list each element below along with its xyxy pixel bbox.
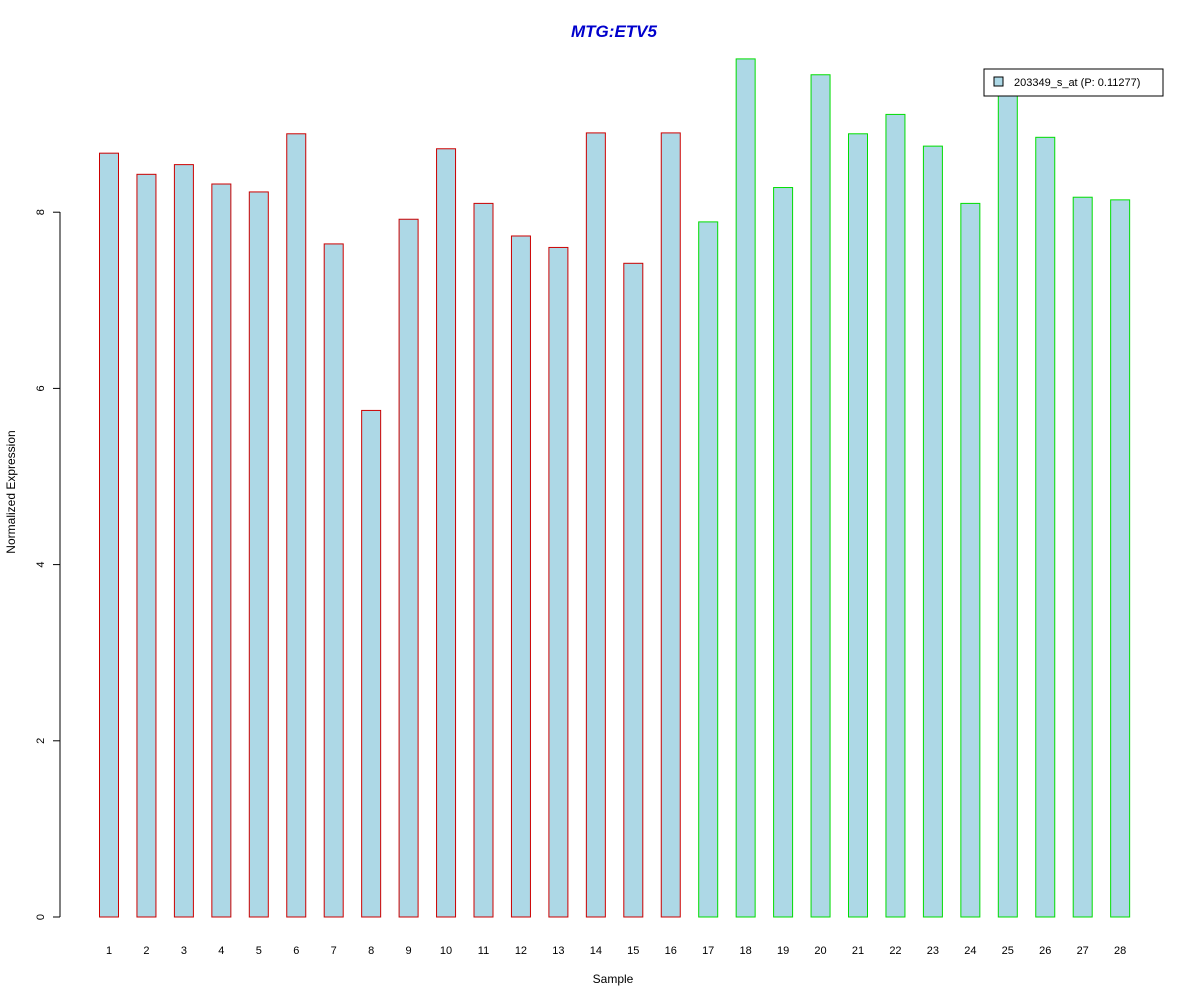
x-tick-label: 5 [256,945,262,957]
x-tick-label: 8 [368,945,374,957]
bar-sample-2 [136,173,157,918]
bar-sample-13 [548,246,569,918]
bar-sample-8 [361,409,382,918]
bar-sample-1 [99,152,119,918]
y-tick-label: 2 [35,738,47,744]
y-tick-label: 4 [35,562,47,568]
x-axis-tick-labels: 1 2 3 4 5 6 7 8 9 10 11 12 13 14 15 16 17 18 19 20 21 22 23 24 2… [106,945,1126,957]
bar-sample-25 [997,86,1018,918]
bar-sample-26 [1035,136,1056,918]
bar-sample-10 [436,148,457,918]
x-tick-label: 3 [181,945,187,957]
bar-sample-18 [735,58,756,918]
bar-sample-5 [248,191,269,918]
bar-sample-22 [885,113,906,918]
x-tick-label: 1 [106,945,112,957]
y-axis-label: Normalized Expression [4,430,18,553]
bar-sample-9 [398,218,419,918]
legend-box [983,68,1164,97]
x-tick-label: 11 [478,945,489,957]
x-tick-label: 21 [852,945,864,957]
bar-sample-27 [1072,196,1093,918]
x-tick-label: 17 [702,945,714,957]
x-tick-label: 13 [552,945,564,957]
x-tick-label: 20 [814,945,826,957]
legend-label: 203349_s_at (P: 0.11277) [1014,77,1140,89]
bar-sample-16 [660,132,681,918]
bar-sample-20 [810,74,831,918]
x-axis-label: Sample [593,972,634,986]
x-tick-label: 22 [889,945,901,957]
x-tick-label: 9 [406,945,412,957]
x-tick-label: 23 [927,945,939,957]
bar-sample-24 [960,202,981,918]
bar-sample-21 [848,133,868,918]
y-tick-label: 8 [35,209,47,215]
bar-sample-17 [698,221,719,918]
bar-sample-11 [473,202,494,918]
bar-sample-19 [773,187,794,918]
x-tick-label: 7 [331,945,337,957]
bar-sample-3 [173,164,194,918]
bar-sample-28 [1110,199,1131,918]
x-tick-label: 12 [515,945,527,957]
x-tick-label: 25 [1002,945,1014,957]
bar-sample-23 [922,145,943,918]
x-tick-label: 27 [1077,945,1089,957]
legend: 203349_s_at (P: 0.11277) [983,68,1164,97]
x-tick-label: 28 [1114,945,1126,957]
y-axis-ticks: 0 2 4 6 8 [35,209,60,920]
x-tick-label: 6 [293,945,299,957]
y-tick-label: 0 [35,914,47,920]
x-tick-label: 19 [777,945,789,957]
bar-sample-7 [323,243,344,918]
bar-sample-12 [510,235,531,918]
y-tick-label: 6 [35,385,47,391]
x-tick-label: 10 [440,945,452,957]
bar-sample-6 [286,133,307,918]
chart-title: MTG:ETV5 [571,22,657,41]
bar-sample-15 [623,262,644,918]
x-tick-label: 26 [1039,945,1051,957]
bar-sample-4 [211,183,232,918]
x-tick-label: 2 [143,945,149,957]
x-tick-label: 24 [964,945,976,957]
legend-swatch [993,76,1004,87]
bars-group [99,58,1131,918]
x-tick-label: 15 [627,945,639,957]
x-tick-label: 14 [590,945,602,957]
x-tick-label: 16 [665,945,677,957]
bar-sample-14 [585,132,606,918]
x-tick-label: 18 [740,945,752,957]
x-tick-label: 4 [218,945,224,957]
